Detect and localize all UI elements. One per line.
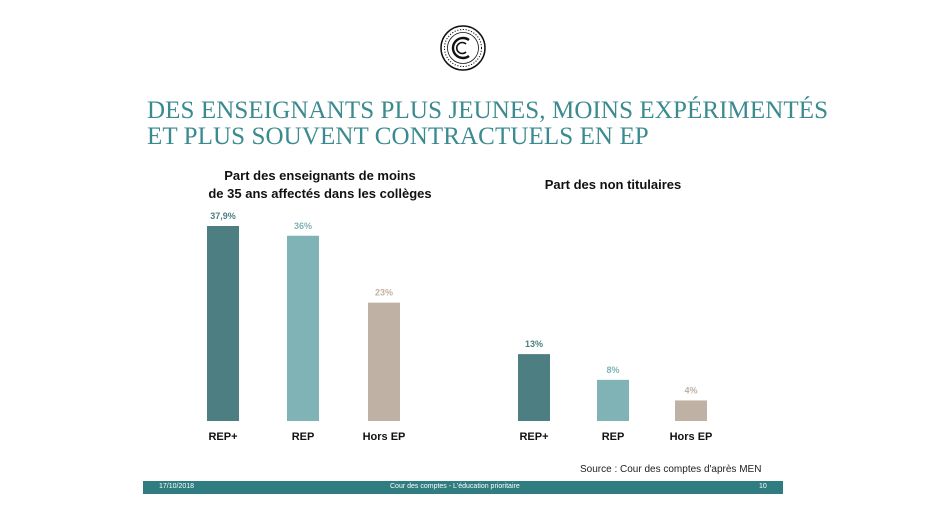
chart-2-data-label-2: 8% — [606, 365, 619, 375]
slide-title: DES ENSEIGNANTS PLUS JEUNES, MOINS EXPÉR… — [147, 98, 828, 150]
chart-2-category-label-3: Hors EP — [670, 431, 713, 443]
chart-1-category-label-1: REP+ — [208, 431, 237, 443]
chart-2-bar-2 — [597, 379, 629, 421]
chart-1-bar-1 — [207, 226, 239, 421]
chart-1-data-label-2: 36% — [294, 221, 312, 231]
chart-1-title-line-1: Part des enseignants de moins — [224, 168, 416, 183]
footer-bar: 17/10/2018 Cour des comptes - L'éducatio… — [143, 481, 783, 494]
chart-1-data-label-3: 23% — [375, 288, 393, 298]
chart-2-bar-3 — [675, 400, 707, 421]
footer-center-text: Cour des comptes - L'éducation prioritai… — [390, 483, 520, 490]
chart-1-title-line-2: de 35 ans affectés dans les collèges — [208, 186, 432, 201]
chart-2-title-line-1: Part des non titulaires — [544, 177, 682, 192]
chart-2-category-label-1: REP+ — [519, 431, 548, 443]
cour-des-comptes-logo — [440, 25, 486, 71]
chart-1-category-label-3: Hors EP — [363, 431, 406, 443]
chart-1-data-label-1: 37,9% — [210, 211, 236, 221]
chart-2-data-label-1: 13% — [525, 339, 543, 349]
chart-1-title: Part des enseignants de moins de 35 ans … — [180, 167, 460, 203]
slide-title-line-1: DES ENSEIGNANTS PLUS JEUNES, MOINS EXPÉR… — [147, 97, 829, 124]
footer-date: 17/10/2018 — [159, 483, 195, 490]
chart-2-data-label-3: 4% — [684, 385, 697, 395]
slide-title-line-2: ET PLUS SOUVENT CONTRACTUELS EN EP — [147, 123, 649, 150]
chart-2-bar-1 — [518, 354, 550, 421]
chart-1-category-label-2: REP — [292, 431, 315, 443]
chart-2-title: Part des non titulaires — [497, 176, 729, 194]
chart-2-category-label-2: REP — [602, 431, 625, 443]
chart-1-bar-2 — [287, 235, 319, 421]
source-note: Source : Cour des comptes d'après MEN — [580, 464, 762, 475]
footer-page-number: 10 — [759, 483, 767, 490]
chart-1-bar-3 — [368, 302, 400, 421]
